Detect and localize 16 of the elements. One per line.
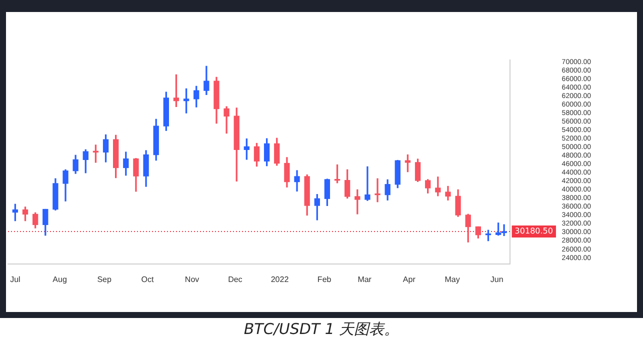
- candlestick: [364, 166, 370, 201]
- x-tick-label: 2022: [270, 274, 290, 284]
- x-tick-label: Jul: [10, 274, 21, 284]
- x-tick-label: Feb: [317, 274, 332, 284]
- x-tick-label: Mar: [358, 274, 372, 284]
- x-tick-label: Dec: [228, 274, 242, 284]
- x-tick-label: Sep: [97, 274, 112, 284]
- text: BTC/USDT 1 天图表。: [242, 320, 400, 339]
- x-tick-label: Jun: [490, 274, 504, 284]
- x-tick-label: Oct: [141, 274, 154, 284]
- x-tick-label: Apr: [402, 274, 416, 284]
- x-tick-label: Aug: [52, 274, 67, 284]
- x-tick-label: Nov: [184, 274, 200, 284]
- ref-line-label: 30180.50: [514, 226, 553, 236]
- x-tick-label: May: [444, 274, 460, 284]
- candlestick: [374, 178, 380, 202]
